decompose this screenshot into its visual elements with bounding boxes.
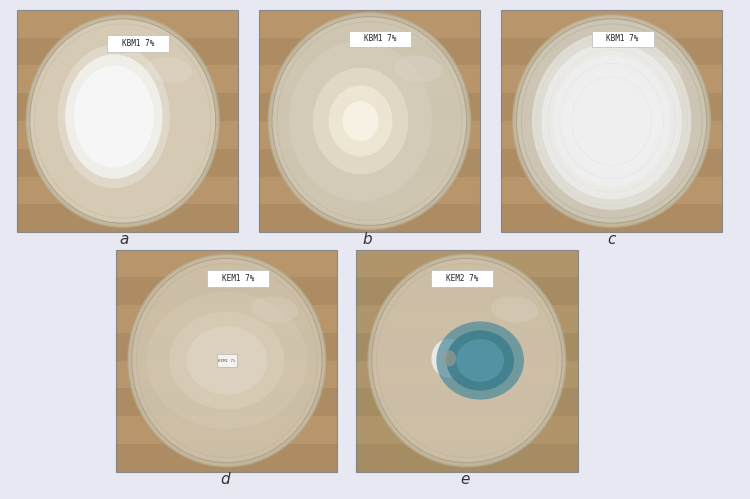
Bar [356, 250, 578, 472]
Text: a: a [119, 232, 128, 247]
Bar [259, 10, 480, 232]
Bar [356, 250, 578, 277]
Ellipse shape [456, 339, 504, 382]
Ellipse shape [343, 101, 379, 141]
Ellipse shape [313, 68, 408, 174]
Ellipse shape [491, 296, 538, 323]
Bar [116, 277, 338, 305]
Text: KBM1 7%: KBM1 7% [122, 39, 154, 48]
Bar [259, 10, 480, 38]
Bar [116, 250, 338, 472]
Bar [501, 10, 722, 38]
Ellipse shape [146, 57, 192, 83]
Bar [116, 333, 338, 360]
Bar [116, 444, 338, 472]
Bar [501, 177, 722, 204]
Bar [259, 149, 480, 177]
Text: KEM1 7%: KEM1 7% [222, 274, 254, 283]
Bar [356, 277, 578, 305]
Ellipse shape [26, 15, 219, 227]
Bar [16, 121, 238, 149]
Bar [501, 149, 722, 177]
Ellipse shape [368, 254, 566, 467]
Bar [259, 65, 480, 93]
Ellipse shape [517, 19, 706, 223]
Text: KBM1 7%: KBM1 7% [364, 34, 397, 43]
Bar [259, 204, 480, 232]
Bar [116, 305, 338, 333]
Text: KEM1 7%: KEM1 7% [218, 358, 236, 363]
Bar [259, 177, 480, 204]
Ellipse shape [542, 43, 682, 199]
Bar [116, 416, 338, 444]
Ellipse shape [553, 55, 670, 187]
Ellipse shape [446, 330, 514, 391]
Bar [16, 204, 238, 232]
Ellipse shape [532, 32, 692, 210]
Bar [16, 177, 238, 204]
Ellipse shape [436, 321, 524, 400]
Ellipse shape [289, 41, 432, 201]
Bar [350, 30, 412, 47]
Ellipse shape [372, 258, 562, 463]
Ellipse shape [268, 12, 470, 230]
Ellipse shape [251, 296, 298, 323]
Text: e: e [460, 472, 470, 487]
Ellipse shape [132, 258, 322, 463]
Bar [356, 305, 578, 333]
Bar [356, 361, 578, 388]
Bar [16, 65, 238, 93]
Bar [501, 65, 722, 93]
Bar [501, 204, 722, 232]
Ellipse shape [431, 339, 467, 378]
Ellipse shape [58, 45, 170, 188]
Bar [431, 270, 494, 287]
Bar [217, 354, 237, 367]
Bar [116, 388, 338, 416]
Text: b: b [363, 232, 372, 247]
Ellipse shape [636, 57, 682, 83]
Bar [259, 121, 480, 149]
Bar [107, 35, 170, 51]
Ellipse shape [30, 19, 215, 223]
Bar [356, 388, 578, 416]
Ellipse shape [328, 85, 392, 157]
Ellipse shape [65, 54, 163, 179]
Text: c: c [607, 232, 616, 247]
Ellipse shape [564, 68, 659, 174]
Bar [116, 250, 338, 277]
Text: KEM2 7%: KEM2 7% [446, 274, 478, 283]
Bar [501, 121, 722, 149]
Bar [592, 30, 654, 47]
Ellipse shape [170, 312, 284, 409]
Bar [501, 93, 722, 121]
Bar [207, 270, 269, 287]
Ellipse shape [74, 65, 154, 168]
Ellipse shape [187, 326, 267, 395]
Bar [16, 38, 238, 65]
Ellipse shape [272, 16, 466, 226]
Bar [356, 444, 578, 472]
Ellipse shape [146, 292, 308, 429]
Ellipse shape [394, 55, 442, 82]
Ellipse shape [513, 15, 710, 227]
Text: KBM1 7%: KBM1 7% [607, 34, 639, 43]
Bar [16, 10, 238, 232]
Bar [259, 38, 480, 65]
Bar [356, 416, 578, 444]
Bar [356, 333, 578, 360]
Ellipse shape [128, 254, 326, 467]
Ellipse shape [442, 350, 456, 366]
Bar [501, 10, 722, 232]
Bar [16, 149, 238, 177]
Bar [16, 93, 238, 121]
Bar [116, 361, 338, 388]
Bar [16, 10, 238, 38]
Ellipse shape [85, 79, 143, 154]
Bar [259, 93, 480, 121]
Text: d: d [220, 472, 230, 487]
Bar [501, 38, 722, 65]
